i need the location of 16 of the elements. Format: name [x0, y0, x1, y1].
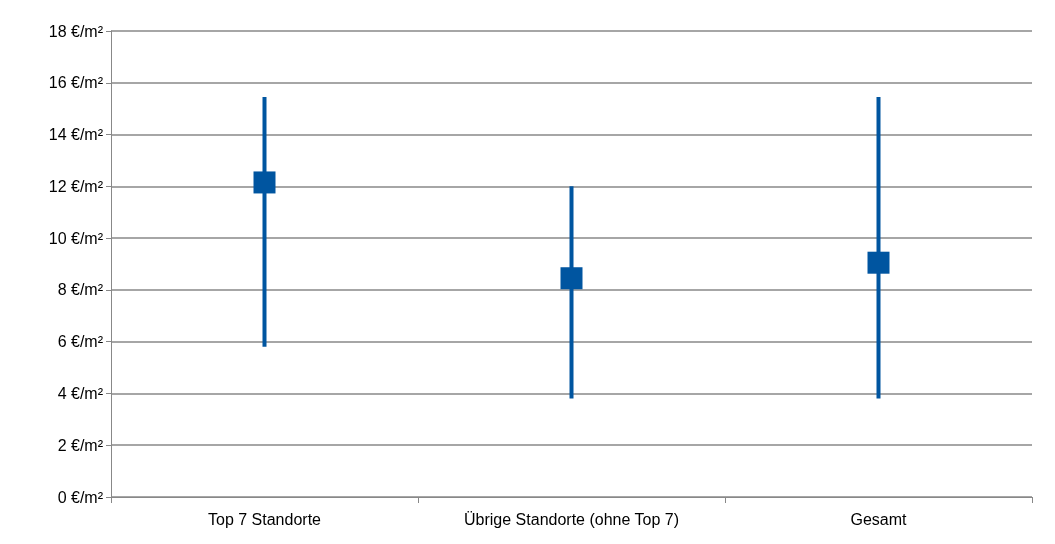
point [560, 267, 583, 290]
y-tick-label: 6 €/m² [57, 333, 104, 351]
y-tick-label: 16 €/m² [48, 74, 104, 92]
y-tick-label: 14 €/m² [48, 126, 104, 144]
y-tick-label: 18 €/m² [48, 22, 104, 40]
y-tick-label: 8 €/m² [57, 281, 104, 299]
y-tick-label: 12 €/m² [48, 177, 104, 195]
y-tick-label: 0 €/m² [57, 488, 104, 506]
y-tick-label: 2 €/m² [57, 436, 104, 454]
y-tick-label: 4 €/m² [57, 384, 104, 402]
point [253, 171, 276, 194]
x-tick-label: Gesamt [850, 510, 908, 528]
point [867, 251, 890, 274]
y-tick-label: 10 €/m² [48, 229, 104, 247]
x-tick-label: Top 7 Standorte [208, 510, 322, 528]
x-tick-label: Übrige Standorte (ohne Top 7) [464, 510, 679, 528]
